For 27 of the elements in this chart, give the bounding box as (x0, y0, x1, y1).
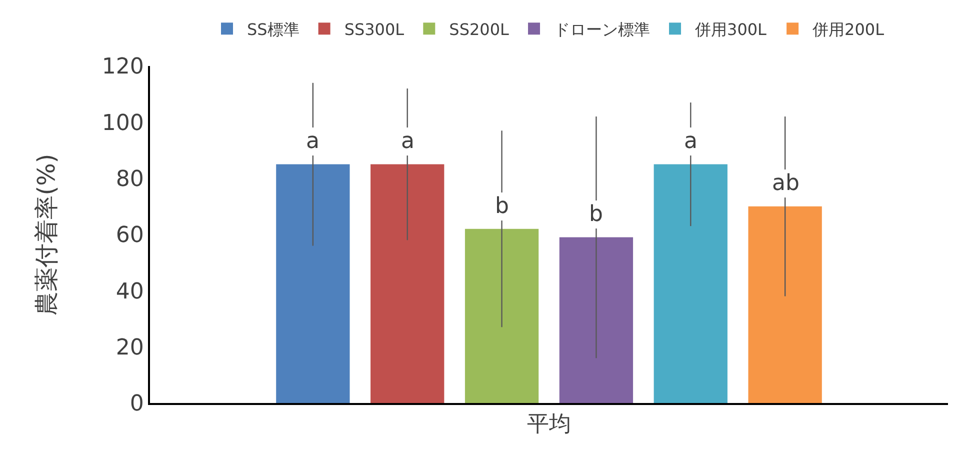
bar (370, 164, 444, 403)
x-tick-label: 平均 (527, 412, 571, 438)
legend-label: SS300L (344, 20, 404, 39)
annotation: b (495, 194, 509, 219)
legend-label: SS標準 (247, 20, 300, 39)
legend-label: ドローン標準 (554, 20, 650, 39)
y-axis-title: 農薬付着率(%) (32, 154, 60, 316)
bar (464, 228, 539, 403)
y-tick-label: 100 (102, 110, 144, 136)
y-tick-label: 40 (116, 279, 144, 304)
bar (559, 237, 634, 403)
y-tick-label: 0 (130, 392, 144, 417)
annotation: b (589, 202, 603, 227)
legend-label: 併用300L (694, 20, 767, 39)
bar (654, 164, 728, 403)
y-tick-label: 120 (102, 54, 144, 80)
legend-label: SS200L (449, 20, 510, 39)
annotation: a (401, 129, 414, 154)
y-tick-label: 80 (116, 167, 144, 192)
y-tick-label: 20 (116, 336, 144, 361)
legend-label: 併用200L (812, 20, 884, 39)
annotation: a (306, 129, 320, 154)
bar (276, 164, 350, 403)
bar (748, 206, 822, 403)
annotation: ab (772, 171, 800, 196)
y-tick-label: 60 (116, 223, 144, 248)
annotation: a (684, 129, 698, 154)
